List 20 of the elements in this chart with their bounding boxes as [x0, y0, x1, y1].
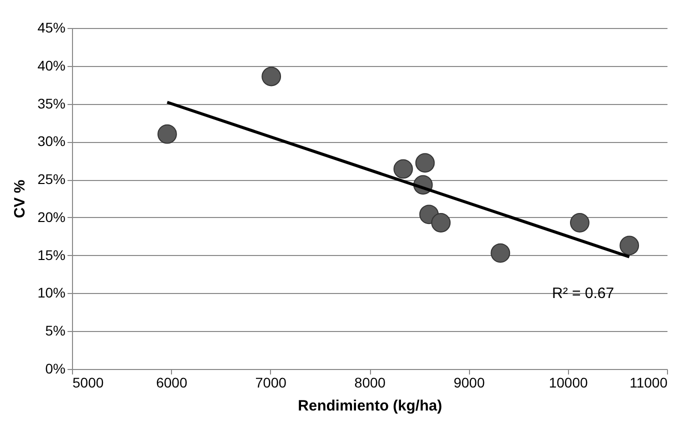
annotation: R² = 0.67 — [552, 285, 614, 302]
y-tick-label: 30% — [37, 133, 66, 150]
y-tick-label: 35% — [37, 95, 66, 112]
y-tick-label: 15% — [37, 246, 66, 263]
y-tick-label: 10% — [37, 284, 66, 301]
x-tick-label: 7000 — [255, 374, 287, 390]
x-tick-label: 11000 — [630, 374, 668, 390]
x-axis-title: Rendimiento (kg/ha) — [298, 398, 442, 414]
x-tick-label: 9000 — [454, 374, 485, 390]
y-tick-label: 40% — [37, 57, 66, 74]
y-tick-label: 0% — [45, 360, 66, 376]
y-tick-label: 25% — [37, 171, 66, 188]
y-tick-label: 20% — [37, 208, 66, 225]
x-tick-label: 5000 — [72, 374, 104, 390]
y-tick-label: 45% — [37, 20, 66, 36]
x-tick-label: 8000 — [354, 374, 386, 390]
y-tick-label: 5% — [45, 322, 66, 339]
y-axis-title: CV % — [11, 180, 28, 218]
x-tick-label: 6000 — [156, 374, 188, 390]
x-tick-label: 10000 — [548, 374, 588, 390]
